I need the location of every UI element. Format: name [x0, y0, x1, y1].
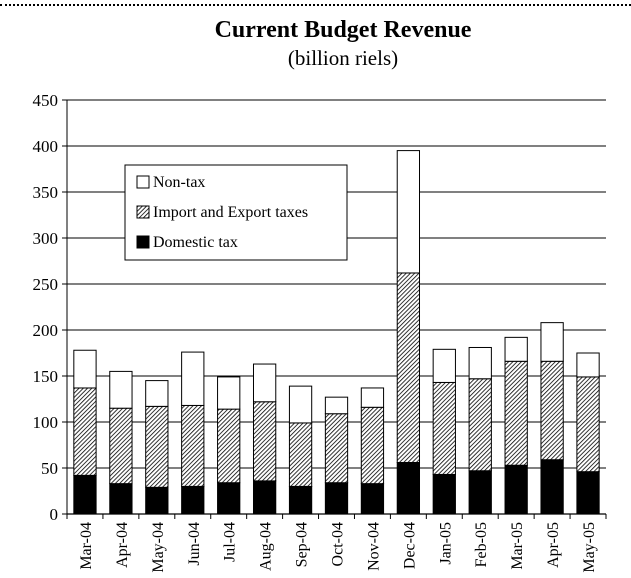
bar-segment-non-tax: [109, 370, 133, 409]
legend: Non-tax Import and Export taxes Domestic t…: [124, 164, 348, 261]
bars-group: [73, 150, 600, 515]
bar-segment-non-tax: [288, 385, 313, 424]
bar-segment-import-and-export-taxes: [396, 272, 421, 463]
x-axis: Mar-04 Apr-04 May-04 Jun-04 Jul-04 Aug-04 Sep-…: [66, 513, 607, 573]
chart-subtitle: (billion riels): [288, 46, 398, 70]
y-tick-label: 200: [33, 321, 59, 340]
y-tick-label: 0: [50, 505, 59, 524]
bar-segment-domestic-tax: [145, 486, 169, 515]
x-tick-label: Oct-04: [330, 522, 347, 566]
bar-segment-domestic-tax: [181, 485, 205, 515]
x-tick-label: Jun-04: [186, 522, 203, 566]
bar-segment-import-and-export-taxes: [288, 422, 313, 487]
y-axis: 0 50 100 150 200 250 300 350 400 450: [33, 91, 68, 524]
x-tick-label: May-04: [150, 522, 167, 573]
y-tick-label: 150: [33, 367, 59, 386]
bar-segment-import-and-export-taxes: [252, 401, 277, 482]
legend-label: Non-tax: [153, 174, 205, 191]
bar-segment-domestic-tax: [252, 480, 277, 515]
legend-swatch: [136, 175, 150, 189]
bar-segment-domestic-tax: [396, 461, 421, 515]
bar-segment-import-and-export-taxes: [145, 405, 169, 488]
bar-segment-non-tax: [324, 396, 349, 415]
top-dotted-border: [0, 4, 631, 6]
chart-title: Current Budget Revenue: [215, 17, 472, 43]
x-tick-label: Nov-04: [365, 522, 382, 571]
bar-segment-domestic-tax: [432, 473, 456, 515]
x-tick-label: Sep-04: [294, 522, 311, 567]
bar-segment-non-tax: [181, 351, 205, 406]
bar-segment-domestic-tax: [288, 485, 313, 515]
bar-segment-import-and-export-taxes: [360, 406, 385, 485]
x-tick-label: Aug-04: [258, 522, 275, 571]
legend-label: Domestic tax: [153, 234, 238, 251]
bar-segment-domestic-tax: [576, 471, 600, 515]
bar-segment-domestic-tax: [217, 482, 241, 515]
bar-segment-import-and-export-taxes: [576, 376, 600, 473]
bar-segment-import-and-export-taxes: [432, 381, 456, 475]
bar-segment-import-and-export-taxes: [181, 404, 205, 487]
bar-segment-non-tax: [576, 352, 600, 378]
bar-segment-non-tax: [217, 376, 241, 410]
bar-segment-domestic-tax: [324, 482, 349, 515]
bar-segment-import-and-export-taxes: [109, 407, 133, 485]
bar-segment-domestic-tax: [468, 470, 492, 515]
y-tick-label: 50: [41, 459, 58, 478]
bar-segment-non-tax: [145, 380, 169, 407]
bar-segment-import-and-export-taxes: [217, 408, 241, 484]
y-tick-label: 400: [33, 137, 59, 156]
bar-segment-import-and-export-taxes: [324, 413, 349, 484]
x-tick-label: Feb-05: [473, 522, 490, 567]
bar-segment-import-and-export-taxes: [540, 360, 564, 461]
bar-segment-non-tax: [468, 346, 492, 380]
y-tick-label: 350: [33, 183, 59, 202]
y-tick-label: 300: [33, 229, 59, 248]
legend-swatch: [136, 235, 150, 249]
bar-segment-domestic-tax: [540, 459, 564, 515]
bar-segment-domestic-tax: [504, 464, 528, 515]
bar-segment-import-and-export-taxes: [504, 360, 528, 466]
x-tick-label: Jul-04: [222, 522, 239, 562]
bar-segment-non-tax: [504, 336, 528, 362]
bar-segment-non-tax: [360, 387, 385, 408]
bar-segment-non-tax: [396, 150, 421, 274]
bar-segment-non-tax: [73, 349, 97, 389]
y-tick-label: 450: [33, 91, 59, 110]
legend-label: Import and Export taxes: [153, 204, 308, 221]
x-tick-label: Mar-04: [78, 522, 95, 570]
x-tick-label: Mar-05: [509, 522, 526, 570]
bar-segment-import-and-export-taxes: [468, 378, 492, 472]
x-tick-label: Dec-04: [401, 522, 418, 569]
legend-box: [124, 164, 348, 261]
y-tick-label: 250: [33, 275, 59, 294]
bar-segment-import-and-export-taxes: [73, 387, 97, 476]
bar-segment-non-tax: [540, 322, 564, 362]
bar-segment-non-tax: [432, 348, 456, 383]
x-tick-label: Jan-05: [437, 522, 454, 565]
x-tick-label: May-05: [581, 522, 598, 573]
bar-segment-domestic-tax: [360, 483, 385, 515]
bar-segment-domestic-tax: [109, 483, 133, 515]
bar-segment-domestic-tax: [73, 474, 97, 515]
x-tick-label: Apr-05: [545, 522, 562, 568]
x-tick-label: Apr-04: [114, 522, 131, 568]
bar-segment-non-tax: [252, 363, 277, 403]
legend-swatch: [136, 205, 150, 219]
y-tick-label: 100: [33, 413, 59, 432]
